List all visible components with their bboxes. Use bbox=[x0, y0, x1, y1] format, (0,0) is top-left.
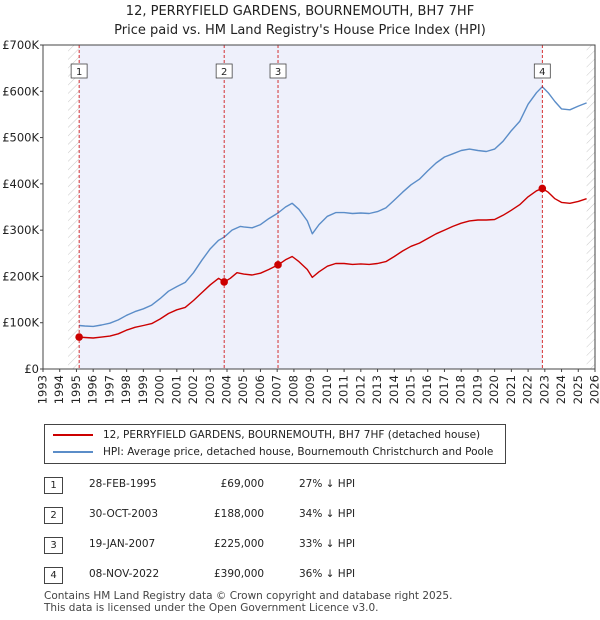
price-chart: 12, PERRYFIELD GARDENS, BOURNEMOUTH, BH7… bbox=[2, 4, 600, 404]
series-line-hpi bbox=[79, 85, 587, 328]
sale-hpi-diff: 27% ↓ HPI bbox=[299, 478, 356, 490]
x-tick-label: 1995 bbox=[69, 375, 83, 404]
y-tick-label: £0 bbox=[24, 362, 39, 376]
sale-marker-label: 1 bbox=[76, 67, 82, 78]
sale-point bbox=[538, 184, 547, 193]
x-tick-label: 2009 bbox=[303, 375, 317, 404]
x-tick-label: 2000 bbox=[153, 375, 167, 404]
x-tick-label: 2010 bbox=[320, 375, 334, 404]
x-tick-label: 2020 bbox=[487, 375, 501, 404]
sale-date: 08-NOV-2022 bbox=[89, 568, 160, 580]
chart-title: 12, PERRYFIELD GARDENS, BOURNEMOUTH, BH7… bbox=[126, 4, 474, 19]
hatched-region-before bbox=[68, 45, 80, 369]
legend-item-hpi: HPI: Average price, detached house, Bour… bbox=[53, 444, 493, 460]
sale-point bbox=[220, 278, 228, 286]
x-tick-label: 2007 bbox=[270, 375, 284, 404]
legend-label-property: 12, PERRYFIELD GARDENS, BOURNEMOUTH, BH7… bbox=[103, 429, 481, 441]
x-tick-label: 1994 bbox=[52, 375, 66, 404]
sale-hpi-diff: 36% ↓ HPI bbox=[299, 568, 356, 580]
table-row: 3 19-JAN-2007 £225,000 33% ↓ HPI bbox=[44, 535, 504, 565]
sale-date: 19-JAN-2007 bbox=[89, 538, 156, 550]
y-tick-label: £600K bbox=[2, 84, 39, 98]
sale-price: £188,000 bbox=[214, 508, 265, 520]
y-tick-label: £700K bbox=[2, 38, 39, 52]
sales-table: 1 28-FEB-1995 £69,000 27% ↓ HPI 2 30-OCT… bbox=[44, 475, 504, 595]
sale-date: 28-FEB-1995 bbox=[89, 478, 157, 490]
x-tick-label: 2023 bbox=[537, 375, 551, 404]
legend: 12, PERRYFIELD GARDENS, BOURNEMOUTH, BH7… bbox=[44, 424, 506, 464]
x-tick-label: 2006 bbox=[253, 375, 267, 404]
plot-frame bbox=[42, 44, 596, 370]
table-row: 1 28-FEB-1995 £69,000 27% ↓ HPI bbox=[44, 475, 504, 505]
y-tick-label: £100K bbox=[2, 316, 39, 330]
x-tick-label: 1996 bbox=[86, 375, 100, 404]
chart-subtitle: Price paid vs. HM Land Registry's House … bbox=[114, 23, 486, 38]
x-tick-label: 2001 bbox=[169, 375, 183, 404]
x-tick-label: 1999 bbox=[136, 375, 150, 404]
x-tick-label: 1993 bbox=[36, 375, 50, 404]
sale-price: £69,000 bbox=[220, 478, 264, 490]
sale-marker-label: 4 bbox=[539, 67, 545, 78]
series-line-property bbox=[79, 187, 587, 339]
x-tick-label: 2016 bbox=[420, 375, 434, 404]
sale-number: 4 bbox=[44, 567, 63, 584]
sale-marker-label: 2 bbox=[221, 67, 227, 78]
sale-number: 3 bbox=[44, 537, 63, 554]
footer-notice: Contains HM Land Registry data © Crown c… bbox=[44, 590, 452, 614]
x-tick-label: 2026 bbox=[588, 375, 600, 404]
x-tick-label: 2011 bbox=[337, 375, 351, 404]
plot-area: 1 2 3 4 £0 £100K £200K £300K £400K £500K £600K £700… bbox=[2, 38, 600, 404]
sale-marker-box bbox=[70, 63, 88, 79]
x-tick-label: 2021 bbox=[504, 375, 518, 404]
sale-price: £390,000 bbox=[214, 568, 265, 580]
x-tick-label: 2019 bbox=[470, 375, 484, 404]
sale-point bbox=[274, 261, 282, 269]
sale-hpi-diff: 33% ↓ HPI bbox=[299, 538, 356, 550]
sale-marker-box bbox=[269, 63, 287, 79]
ownership-shaded-region bbox=[79, 45, 543, 369]
legend-item-property: 12, PERRYFIELD GARDENS, BOURNEMOUTH, BH7… bbox=[53, 427, 480, 443]
table-row: 2 30-OCT-2003 £188,000 34% ↓ HPI bbox=[44, 505, 504, 535]
x-tick-label: 2003 bbox=[203, 375, 217, 404]
x-tick-label: 2015 bbox=[404, 375, 418, 404]
x-tick-label: 1998 bbox=[119, 375, 133, 404]
x-tick-label: 2022 bbox=[521, 375, 535, 404]
x-tick-label: 2004 bbox=[220, 375, 234, 404]
sale-date: 30-OCT-2003 bbox=[89, 508, 158, 520]
hatched-region-after bbox=[586, 45, 595, 369]
y-tick-label: £500K bbox=[2, 131, 39, 145]
sale-point bbox=[75, 333, 83, 341]
x-tick-label: 2008 bbox=[286, 375, 300, 404]
y-tick-label: £400K bbox=[2, 177, 39, 191]
sale-number: 1 bbox=[44, 477, 63, 494]
sale-marker-label: 3 bbox=[275, 67, 281, 78]
footer-line-copyright: Contains HM Land Registry data © Crown c… bbox=[44, 590, 453, 602]
sale-number: 2 bbox=[44, 507, 63, 524]
x-tick-label: 2013 bbox=[370, 375, 384, 404]
x-tick-label: 1997 bbox=[102, 375, 116, 404]
table-row: 4 08-NOV-2022 £390,000 36% ↓ HPI bbox=[44, 565, 504, 595]
x-tick-label: 2014 bbox=[387, 375, 401, 404]
x-tick-label: 2012 bbox=[353, 375, 367, 404]
legend-line-red bbox=[53, 434, 93, 436]
x-tick-label: 2005 bbox=[236, 375, 250, 404]
y-tick-label: £300K bbox=[2, 223, 39, 237]
sale-marker-box bbox=[533, 63, 551, 79]
sale-marker-box bbox=[215, 63, 233, 79]
y-tick-label: £200K bbox=[2, 269, 39, 283]
x-tick-label: 2025 bbox=[571, 375, 585, 404]
x-tick-label: 2018 bbox=[454, 375, 468, 404]
sale-hpi-diff: 34% ↓ HPI bbox=[299, 508, 356, 520]
x-tick-label: 2002 bbox=[186, 375, 200, 404]
legend-label-hpi: HPI: Average price, detached house, Bour… bbox=[103, 446, 494, 458]
sale-price: £225,000 bbox=[214, 538, 265, 550]
legend-line-blue bbox=[53, 451, 93, 453]
footer-line-licence: This data is licensed under the Open Gov… bbox=[44, 602, 379, 614]
x-tick-label: 2017 bbox=[437, 375, 451, 404]
x-tick-label: 2024 bbox=[554, 375, 568, 404]
